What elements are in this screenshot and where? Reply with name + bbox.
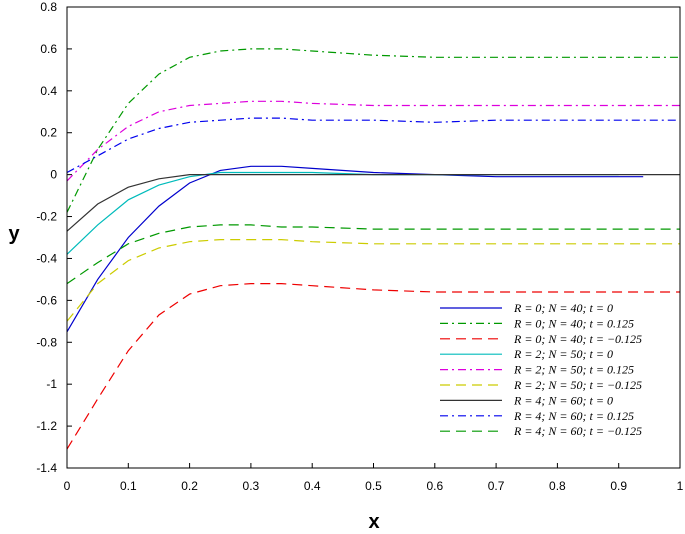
x-tick-label: 0.1 [120, 479, 137, 493]
series-line-6 [66, 239, 680, 322]
x-tick-label: 0.7 [488, 479, 505, 493]
legend-label: R = 4; N = 60; t = −0.125 [513, 424, 642, 438]
y-tick-label: -1 [46, 377, 57, 391]
legend-label: R = 4; N = 60; t = 0.125 [513, 409, 634, 423]
x-tick-label: 0.2 [181, 479, 198, 493]
y-tick-label: -1.4 [36, 461, 57, 475]
y-tick-label: 0.8 [40, 0, 57, 14]
x-tick-label: 0.4 [304, 479, 321, 493]
y-tick-label: -0.2 [36, 210, 57, 224]
x-axis-title: x [368, 511, 379, 533]
y-tick-label: -0.8 [36, 335, 57, 349]
y-tick-label: 0.2 [40, 126, 57, 140]
y-tick-label: -0.4 [36, 251, 57, 265]
series-line-5 [66, 100, 680, 182]
y-tick-label: 0 [50, 168, 57, 182]
axes: 0 0.1 0.2 0.3 0.4 0.5 0.6 0.7 0.8 0.9 1 -1.4 -1.2 -1 -… [36, 0, 683, 493]
x-tick-label: 0.6 [426, 479, 443, 493]
y-tick-label: -1.2 [36, 419, 57, 433]
y-tick-label: 0.4 [40, 84, 57, 98]
y-axis-title: y [8, 223, 20, 245]
legend-label: R = 0; N = 40; t = 0.125 [513, 316, 634, 330]
x-tick-label: 0.5 [365, 479, 382, 493]
series-line-1 [66, 165, 644, 333]
x-tick-label: 0.8 [549, 479, 566, 493]
legend-label: R = 0; N = 40; t = 0 [513, 301, 613, 315]
legend-label: R = 0; N = 40; t = −0.125 [513, 332, 642, 346]
x-tick-label: 1 [677, 479, 684, 493]
series-line-7 [66, 174, 680, 232]
series-line-3 [66, 283, 680, 450]
series-line-2 [66, 48, 680, 213]
series-line-4 [66, 171, 619, 255]
legend-label: R = 4; N = 60; t = 0 [513, 393, 613, 407]
series-line-8 [66, 117, 680, 174]
series-line-9 [66, 224, 680, 285]
y-tick-label: 0.6 [40, 42, 57, 56]
x-tick-label: 0.3 [243, 479, 260, 493]
legend: R = 0; N = 40; t = 0R = 0; N = 40; t = 0… [440, 301, 642, 438]
y-tick-label: -0.6 [36, 293, 57, 307]
x-tick-label: 0.9 [610, 479, 627, 493]
plot-area [66, 48, 680, 450]
x-tick-label: 0 [64, 479, 71, 493]
legend-label: R = 2; N = 50; t = 0 [513, 347, 613, 361]
legend-label: R = 2; N = 50; t = −0.125 [513, 378, 642, 392]
legend-label: R = 2; N = 50; t = 0.125 [513, 363, 634, 377]
